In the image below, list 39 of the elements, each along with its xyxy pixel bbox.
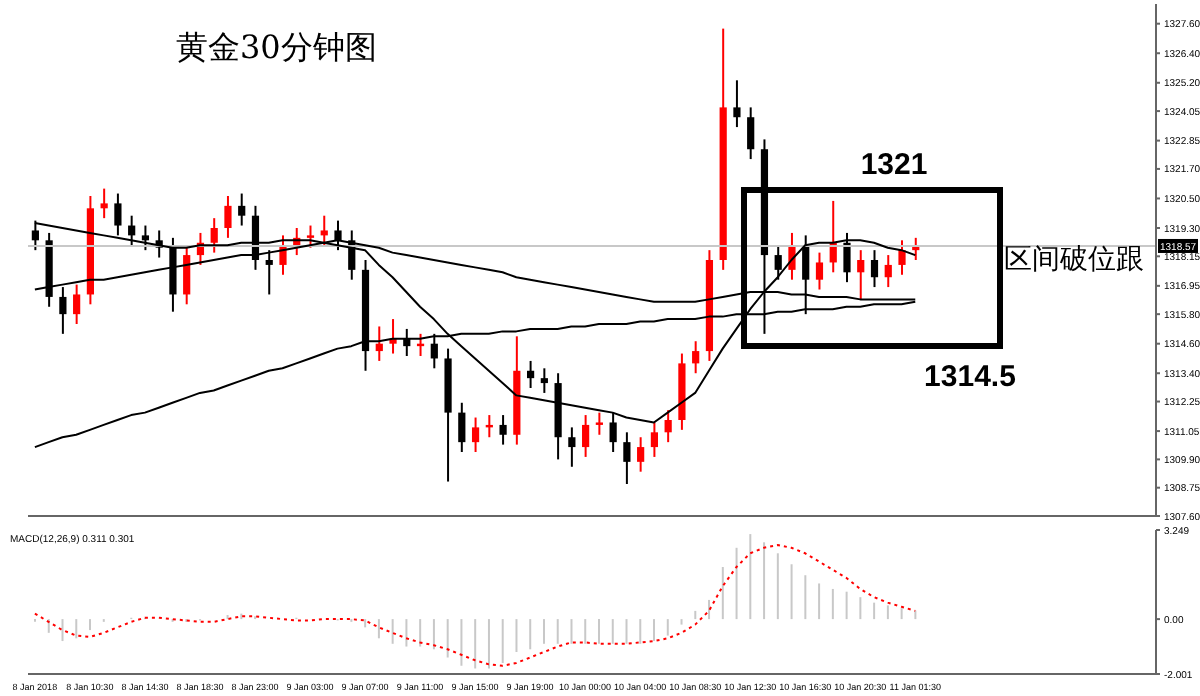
candlestick: [595, 411, 603, 436]
candlestick: [815, 251, 824, 291]
candlestick: [843, 231, 851, 284]
candlestick: [884, 254, 892, 289]
candlestick: [870, 249, 879, 289]
candlestick: [637, 436, 645, 473]
candlestick: [320, 214, 328, 247]
candlestick: [650, 421, 658, 458]
candlestick: [458, 401, 466, 453]
text: 黄金30分钟图: [176, 28, 377, 70]
candlestick: [389, 318, 397, 355]
candlestick: [471, 416, 480, 453]
candlestick: [568, 426, 576, 468]
candlestick: [582, 414, 590, 458]
candlestick: [499, 414, 507, 446]
candlestick: [183, 244, 191, 306]
candlestick: [540, 367, 548, 394]
annotation: 1321: [860, 148, 928, 182]
candlestick: [898, 239, 906, 276]
candlestick: [623, 431, 631, 485]
candlestick: [238, 192, 246, 227]
line-series: [33, 544, 917, 667]
candlestick: [265, 249, 273, 296]
candlestick: [733, 79, 741, 129]
candlestick: [430, 332, 438, 370]
candlestick: [747, 106, 755, 161]
candlestick: [664, 409, 672, 444]
candlestick: [774, 244, 782, 281]
candlestick: [100, 187, 108, 220]
annotation: 区间破位跟: [1004, 244, 1144, 276]
candlestick: [857, 249, 865, 301]
annotation: 1314.5: [924, 360, 1016, 394]
candlestick: [306, 224, 315, 249]
candlestick: [210, 217, 218, 254]
candlestick: [375, 325, 383, 362]
candlestick: [692, 340, 700, 375]
candlestick: [527, 359, 535, 389]
candlestick: [224, 195, 232, 239]
candlestick: [73, 283, 81, 325]
